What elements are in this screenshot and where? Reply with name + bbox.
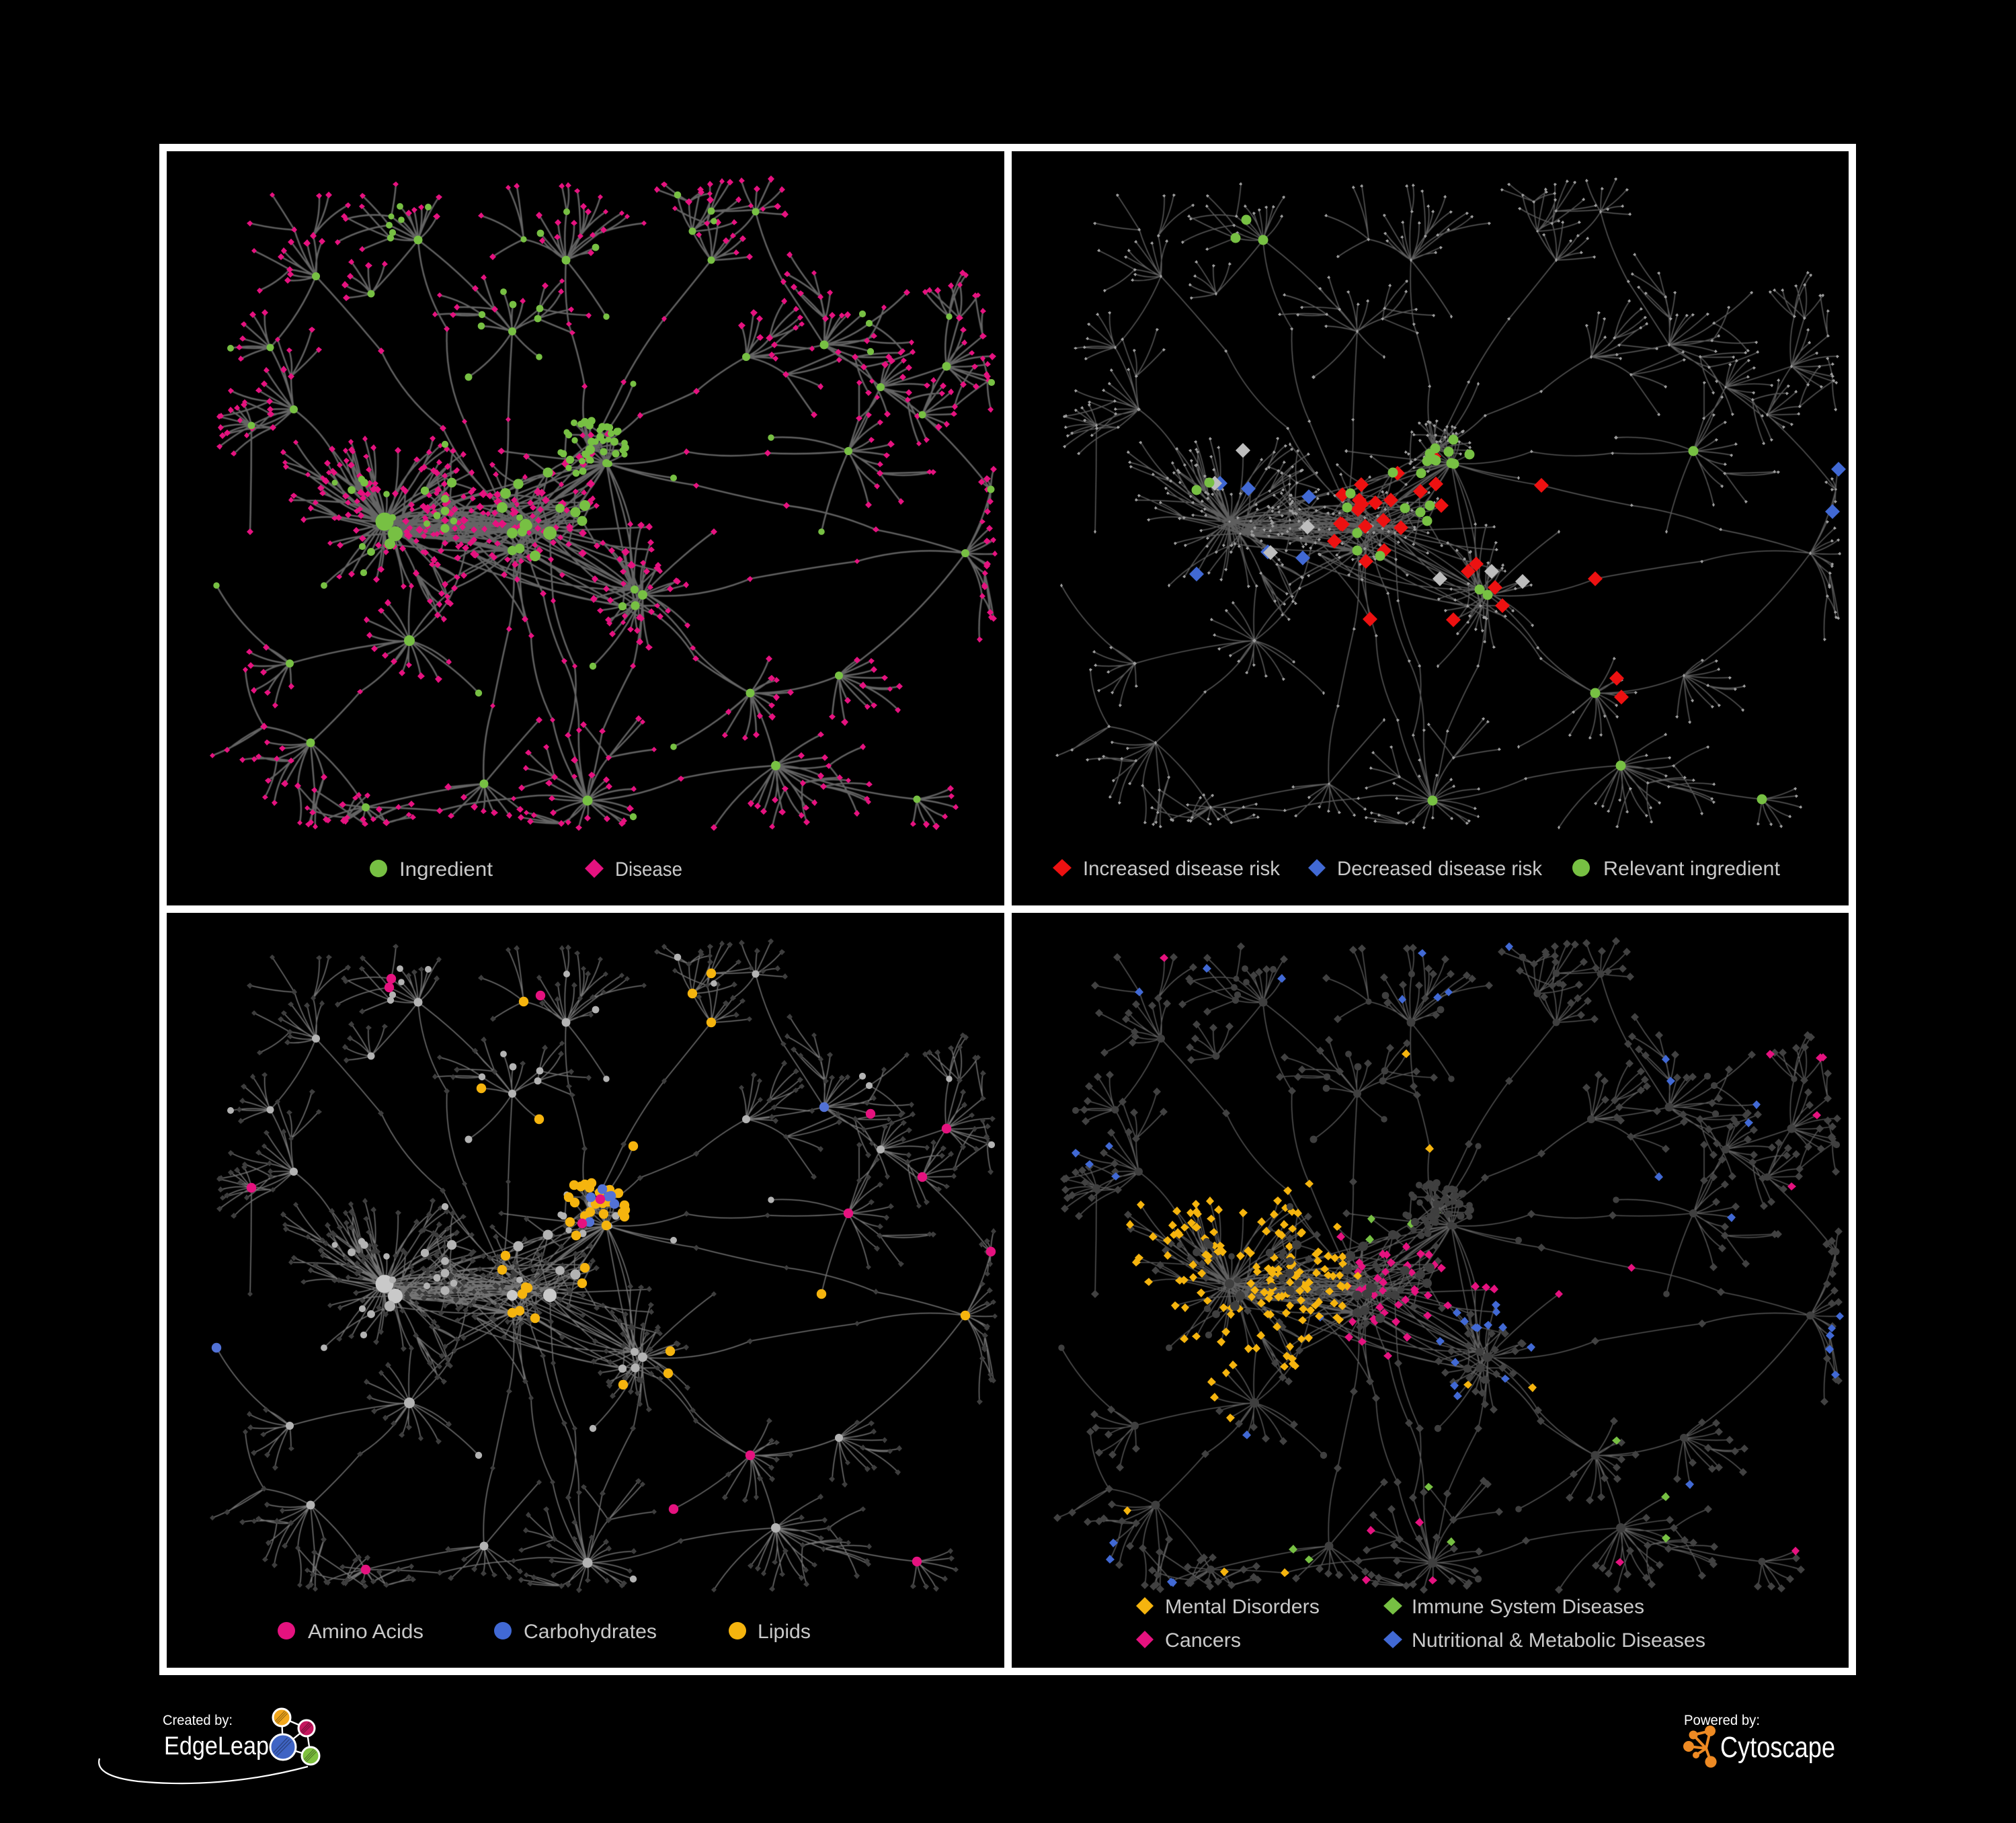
svg-text:EdgeLeap: EdgeLeap: [164, 1732, 269, 1760]
svg-text:Ingredient: Ingredient: [399, 858, 493, 881]
svg-text:Immune System Diseases: Immune System Diseases: [1412, 1596, 1644, 1618]
svg-text:Carbohydrates: Carbohydrates: [524, 1621, 657, 1643]
svg-text:Powered by:: Powered by:: [1684, 1713, 1760, 1728]
svg-text:Cancers: Cancers: [1165, 1629, 1241, 1652]
svg-text:Decreased disease risk: Decreased disease risk: [1337, 858, 1543, 880]
svg-text:Nutritional & Metabolic Diseas: Nutritional & Metabolic Diseases: [1412, 1629, 1705, 1652]
svg-text:Relevant ingredient: Relevant ingredient: [1603, 858, 1781, 880]
svg-text:Disease: Disease: [615, 858, 682, 881]
svg-text:Lipids: Lipids: [758, 1621, 811, 1643]
svg-text:Mental Disorders: Mental Disorders: [1165, 1596, 1320, 1618]
svg-text:Amino Acids: Amino Acids: [308, 1621, 424, 1643]
svg-text:Cytoscape: Cytoscape: [1720, 1731, 1835, 1764]
svg-text:Increased disease risk: Increased disease risk: [1083, 858, 1281, 880]
svg-text:Created by:: Created by:: [163, 1713, 233, 1728]
